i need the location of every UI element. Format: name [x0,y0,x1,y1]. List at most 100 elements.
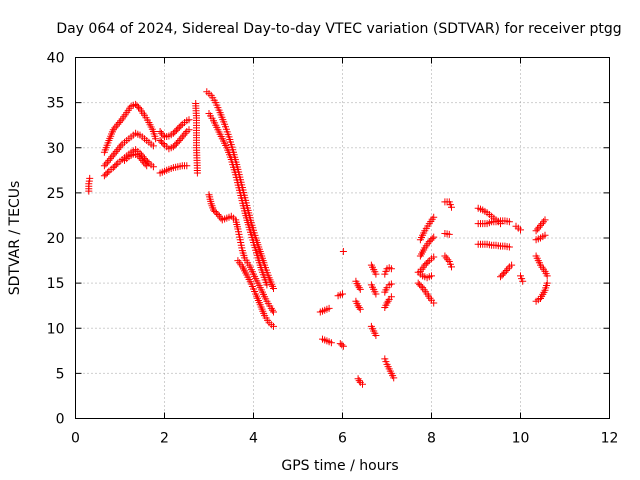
data-point [448,203,455,211]
data-point [171,141,179,149]
data-point [114,146,122,154]
data-point [134,151,142,159]
data-point [430,233,438,241]
data-point [541,216,549,224]
data-point [428,235,436,243]
data-point [504,265,512,273]
data-point [100,172,108,180]
data-point [175,137,183,144]
data-point [112,147,120,155]
y-tick-label: 40 [47,51,65,67]
data-point [354,282,362,290]
data-point [103,158,111,166]
data-point [86,174,94,182]
data-point [354,375,362,383]
data-point [427,236,435,244]
data-point [135,103,142,111]
data-point [183,162,191,170]
data-point [384,297,392,305]
data-point [268,306,276,314]
data-point [177,135,185,143]
data-point [538,220,546,228]
data-point [445,230,453,238]
data-point [356,285,364,293]
data-point [448,263,455,271]
data-point [499,270,507,278]
data-point [143,162,151,170]
data-point [149,163,157,171]
data-point [387,280,395,288]
y-tick-label: 15 [47,276,65,292]
data-point [325,304,333,312]
y-tick-label: 0 [56,412,65,428]
data-point [158,138,165,146]
data-point [111,124,119,132]
data-point [141,160,149,168]
data-point [270,285,277,292]
data-point [169,143,177,151]
data-points [85,88,551,388]
data-point [217,214,225,222]
data-point [428,272,435,280]
x-tick-label: 4 [249,431,258,447]
data-point [270,308,277,316]
data-point [100,162,108,170]
data-point [212,209,220,217]
x-tick-label: 0 [71,431,80,447]
data-point [193,169,201,177]
data-point [355,377,363,385]
data-point [115,119,123,126]
data-point [106,155,114,163]
data-point [185,126,193,134]
plot-frame [75,57,610,419]
data-point [135,153,143,161]
data-point [359,380,366,388]
data-point [356,305,364,313]
data-point [132,100,140,108]
data-point [270,322,277,330]
data-point [109,126,117,134]
data-point [372,270,380,278]
data-point [517,226,524,234]
data-point [180,131,188,139]
data-point [174,138,182,146]
data-point [178,133,186,141]
y-tick-label: 25 [47,186,65,202]
data-point [133,102,141,110]
data-point [444,256,452,264]
data-point [111,162,119,170]
data-point [103,169,111,177]
data-point [502,267,510,274]
data-point [137,155,145,163]
data-point [156,137,164,144]
data-point [387,293,395,301]
data-point [172,126,180,134]
y-tick-label: 20 [47,231,65,247]
data-point [175,123,183,131]
data-point [215,212,223,220]
data-point [338,341,346,349]
data-point [159,140,167,147]
data-point [508,261,516,269]
data-point [172,140,180,148]
y-tick-label: 10 [47,321,65,337]
chart-title: Day 064 of 2024, Sidereal Day-to-day VTE… [56,21,621,37]
data-point [390,374,398,382]
data-point [534,225,542,233]
data-point [430,253,438,261]
data-point [422,260,430,268]
data-point [430,213,438,221]
data-point [416,281,424,289]
data-point [174,125,182,133]
grid-lines [75,57,610,419]
data-point [327,339,335,347]
data-point [430,299,438,307]
x-tick-label: 6 [338,431,347,447]
data-point [543,272,551,280]
data-point [108,153,116,161]
data-point [421,261,429,269]
data-point [117,117,125,125]
data-point [497,273,504,281]
data-point [424,258,432,266]
y-tick-label: 30 [47,141,65,157]
